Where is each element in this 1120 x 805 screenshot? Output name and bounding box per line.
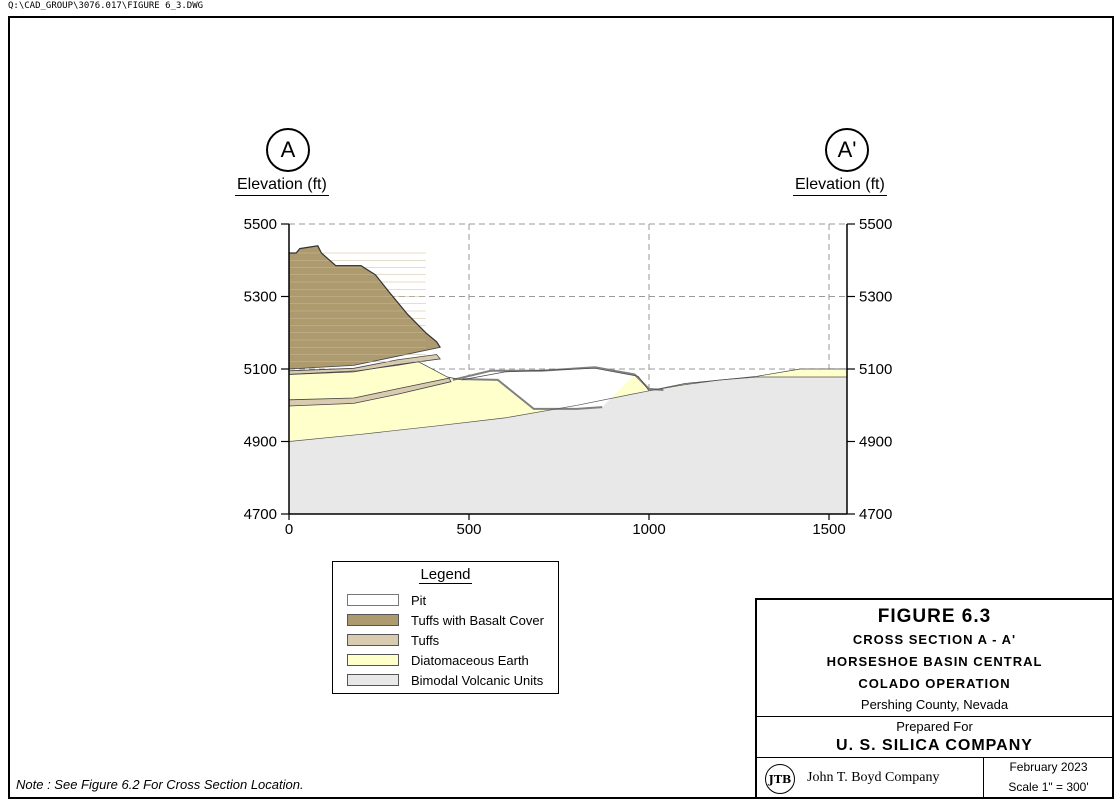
boyd-logo-icon: JTB xyxy=(765,764,795,794)
ground-surface-left xyxy=(289,245,441,348)
legend-swatch-pit xyxy=(347,594,399,606)
figure-number: FIGURE 6.3 xyxy=(877,606,992,627)
legend-item-tuffs-basalt: Tuffs with Basalt Cover xyxy=(347,612,544,628)
legend-label: Diatomaceous Earth xyxy=(411,652,529,668)
legend-label: Tuffs with Basalt Cover xyxy=(411,612,544,628)
section-marker-a-text: A xyxy=(280,137,296,162)
y-tick-label-left: 4900 xyxy=(244,434,277,451)
scale-label: Scale 1" = 300' xyxy=(1008,780,1089,794)
legend-item-diatomaceous: Diatomaceous Earth xyxy=(347,652,529,668)
title-block: FIGURE 6.3 CROSS SECTION A - A' HORSESHO… xyxy=(755,598,1114,799)
y-tick-label-right: 5300 xyxy=(859,289,892,306)
title-line-2: HORSESHOE BASIN CENTRAL xyxy=(826,654,1043,669)
file-path-label: Q:\CAD_GROUP\3076.017\FIGURE 6_3.DWG xyxy=(8,1,204,11)
client-name: U. S. SILICA COMPANY xyxy=(836,737,1033,754)
drawing-frame xyxy=(8,16,1114,799)
title-divider-vertical xyxy=(983,757,984,797)
y-tick-label-right: 4700 xyxy=(859,506,892,523)
company-name: John T. Boyd Company xyxy=(807,770,940,785)
title-line-3: COLADO OPERATION xyxy=(858,676,1011,691)
legend-swatch-diatomaceous xyxy=(347,654,399,666)
legend-title: Legend xyxy=(419,566,472,584)
y-tick-label-left: 4700 xyxy=(244,506,277,523)
legend: Legend Pit Tuffs with Basalt Cover Tuffs… xyxy=(332,561,559,694)
legend-item-pit: Pit xyxy=(347,592,426,608)
x-tick-label: 1500 xyxy=(812,521,845,538)
date-label: February 2023 xyxy=(1009,760,1088,774)
axes: 4700 4700 4900 4900 5100 5100 5300 5300 5500 5500… xyxy=(244,216,893,538)
y-tick-label-right: 5500 xyxy=(859,216,892,233)
y-tick-label-right: 5100 xyxy=(859,361,892,378)
title-divider-2 xyxy=(757,757,1112,758)
section-marker-a: A xyxy=(266,128,310,172)
pit-floor xyxy=(461,378,603,410)
title-divider-1 xyxy=(757,716,1112,717)
legend-label: Pit xyxy=(411,592,427,608)
legend-swatch-tuffs xyxy=(347,634,399,646)
legend-swatch-tuffs-basalt xyxy=(347,614,399,626)
layer-tuffs-basalt xyxy=(288,245,441,370)
legend-label: Bimodal Volcanic Units xyxy=(411,672,544,688)
y-tick-label-left: 5100 xyxy=(244,361,277,378)
x-tick-label: 1000 xyxy=(632,521,665,538)
legend-item-bimodal: Bimodal Volcanic Units xyxy=(347,672,543,688)
x-tick-label: 0 xyxy=(285,521,293,538)
geology-layers xyxy=(288,245,847,514)
layer-bimodal xyxy=(289,377,847,514)
prepared-for-label: Prepared For xyxy=(896,719,973,734)
x-tick-label: 500 xyxy=(456,521,481,538)
legend-swatch-bimodal xyxy=(347,674,399,686)
pit-outline xyxy=(452,366,664,391)
diatomaceous-top-line xyxy=(288,361,847,392)
location-line: Pershing County, Nevada xyxy=(860,697,1009,712)
y-tick-label-left: 5500 xyxy=(244,216,277,233)
title-line-1: CROSS SECTION A - A' xyxy=(852,632,1017,647)
note-text: Note : See Figure 6.2 For Cross Section … xyxy=(16,777,304,792)
left-axis-label: Elevation (ft) xyxy=(235,176,329,196)
layer-tuffs-band-0 xyxy=(288,377,452,407)
bimodal-top-line xyxy=(288,376,847,442)
section-marker-a-prime: A' xyxy=(825,128,869,172)
legend-label: Tuffs xyxy=(411,632,440,648)
legend-item-tuffs: Tuffs xyxy=(347,632,439,648)
section-marker-a-prime-text: A' xyxy=(837,137,857,162)
right-axis-label: Elevation (ft) xyxy=(793,176,887,196)
layer-pit xyxy=(452,367,635,409)
y-tick-label-right: 4900 xyxy=(859,434,892,451)
y-tick-label-left: 5300 xyxy=(244,289,277,306)
